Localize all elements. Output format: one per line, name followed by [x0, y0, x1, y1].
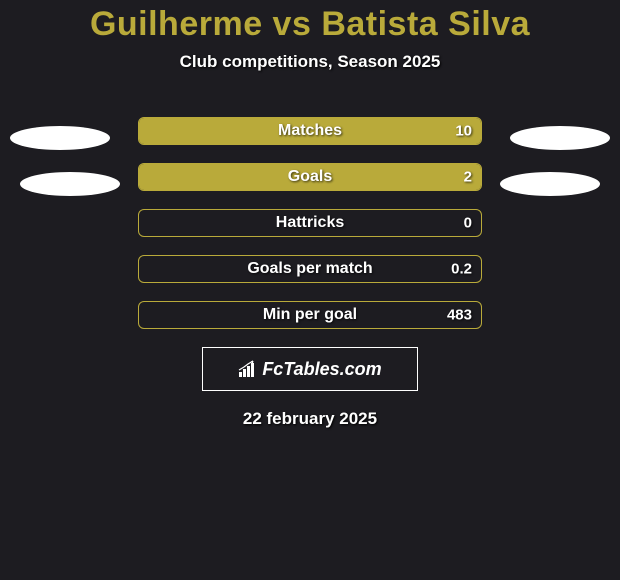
player-marker-right-2: [500, 172, 600, 196]
page-title: Guilherme vs Batista Silva: [0, 5, 620, 44]
stat-row: Hattricks 0: [138, 209, 482, 237]
stat-row: Goals 2: [138, 163, 482, 191]
stat-row: Matches 10: [138, 117, 482, 145]
subtitle: Club competitions, Season 2025: [0, 52, 620, 72]
player-marker-left-1: [10, 126, 110, 150]
stat-value: 0: [464, 215, 472, 232]
stat-value: 10: [455, 123, 472, 140]
stat-value: 2: [464, 169, 472, 186]
stat-label: Goals: [288, 168, 332, 186]
logo-inner: FcTables.com: [238, 359, 381, 380]
stat-label: Goals per match: [247, 260, 372, 278]
player-marker-right-1: [510, 126, 610, 150]
stat-row: Goals per match 0.2: [138, 255, 482, 283]
date-text: 22 february 2025: [0, 409, 620, 429]
stats-area: Matches 10 Goals 2 Hattricks 0 Goals per…: [0, 117, 620, 429]
stat-value: 483: [447, 307, 472, 324]
player-marker-left-2: [20, 172, 120, 196]
comparison-chart: Guilherme vs Batista Silva Club competit…: [0, 0, 620, 429]
logo-text: FcTables.com: [262, 359, 381, 380]
stat-label: Hattricks: [276, 214, 344, 232]
stat-label: Min per goal: [263, 306, 357, 324]
stat-value: 0.2: [451, 261, 472, 278]
bar-chart-icon: [238, 360, 258, 378]
stat-label: Matches: [278, 122, 342, 140]
logo-box[interactable]: FcTables.com: [202, 347, 418, 391]
stat-row: Min per goal 483: [138, 301, 482, 329]
